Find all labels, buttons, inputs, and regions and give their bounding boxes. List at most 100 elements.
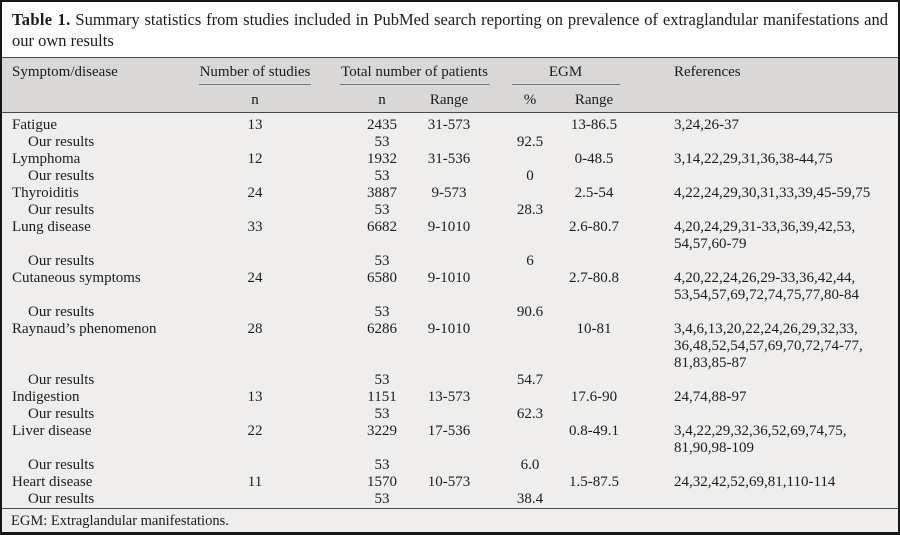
references-cell [642, 457, 898, 474]
patients-n-cell: 6286 [367, 321, 397, 337]
references-cell: 24,32,42,52,69,81,110-114 [674, 474, 836, 490]
column-header-total-patients: Total number of patients [318, 58, 490, 91]
symptom-cell: Our results [28, 134, 95, 150]
egm-pct-cell [489, 389, 562, 406]
symptom-cell: Our results [28, 202, 95, 218]
table-row: Our results 53 0 [2, 168, 898, 185]
references-cell: 3,4,22,29,32,36,52,69,74,75, 81,90,98-10… [674, 423, 847, 456]
patients-n-cell: 53 [374, 253, 390, 269]
table-caption-label: Table 1. [12, 10, 71, 29]
group-underline [199, 84, 311, 85]
patients-n-cell: 53 [374, 457, 390, 473]
symptom-cell: Indigestion [12, 389, 80, 405]
symptom-cell: Thyroiditis [12, 185, 79, 201]
patients-range-cell: 9-573 [431, 185, 467, 201]
patients-n-cell: 53 [374, 491, 390, 507]
studies-n-cell: 33 [247, 219, 263, 235]
table-row: Our results 53 54.7 [2, 372, 898, 389]
patients-range-cell: 17-536 [427, 423, 471, 439]
egm-range-cell [562, 253, 642, 270]
table-caption-text: Summary statistics from studies included… [12, 10, 889, 50]
column-header-number-of-studies: Number of studies [192, 58, 318, 91]
column-header-references: References [674, 64, 741, 80]
patients-range-cell: 9-1010 [427, 219, 471, 235]
table-row: Lymphoma 12 1932 31-536 0-48.5 3,14,22,29,31,… [2, 151, 898, 168]
egm-pct-cell [489, 219, 562, 253]
studies-n-cell: 13 [247, 117, 263, 133]
egm-range-cell: 13-86.5 [570, 117, 618, 133]
patients-n-cell: 53 [374, 168, 390, 184]
patients-range-cell [416, 202, 489, 219]
references-cell [642, 372, 898, 389]
egm-range-cell [562, 457, 642, 474]
studies-n-cell: 11 [247, 474, 263, 490]
patients-n-cell: 6580 [367, 270, 397, 286]
symptom-cell: Lung disease [12, 219, 91, 235]
table-row: Heart disease 11 1570 10-573 1.5-87.5 24,32,4… [2, 474, 898, 491]
table-row: Indigestion 13 1151 13-573 17.6-90 24,74,88-9… [2, 389, 898, 406]
patients-n-cell: 2435 [367, 117, 397, 133]
egm-pct-cell [489, 270, 562, 304]
symptom-cell: Our results [28, 457, 95, 473]
patients-range-cell [416, 457, 489, 474]
studies-n-cell: 22 [247, 423, 263, 439]
references-cell: 3,14,22,29,31,36,38-44,75 [674, 151, 833, 167]
patients-range-cell [416, 253, 489, 270]
egm-pct-cell: 62.3 [516, 406, 544, 422]
subheader-egm-pct: % [523, 92, 537, 108]
patients-range-cell: 31-536 [427, 151, 471, 167]
patients-n-cell: 53 [374, 202, 390, 218]
table-row: Our results 53 6 [2, 253, 898, 270]
egm-pct-cell: 28.3 [516, 202, 544, 218]
references-cell: 4,22,24,29,30,31,33,39,45-59,75 [674, 185, 871, 201]
patients-range-cell: 31-573 [427, 117, 471, 133]
table-row: Our results 53 28.3 [2, 202, 898, 219]
egm-range-cell [562, 372, 642, 389]
total-patients-label: Total number of patients [341, 64, 488, 80]
patients-n-cell: 53 [374, 406, 390, 422]
patients-range-cell [416, 406, 489, 423]
egm-range-cell: 0-48.5 [574, 151, 614, 167]
header-group-row: Symptom/disease Number of studies Total … [2, 58, 898, 91]
table-row: Our results 53 90.6 [2, 304, 898, 321]
patients-range-cell: 9-1010 [427, 321, 471, 337]
subheader-patients-range: Range [429, 92, 469, 108]
egm-pct-cell: 90.6 [516, 304, 544, 320]
table-row: Cutaneous symptoms 24 6580 9-1010 2.7-80.8 4,… [2, 270, 898, 304]
egm-pct-cell [489, 423, 562, 457]
patients-range-cell [416, 168, 489, 185]
patients-n-cell: 1570 [367, 474, 397, 490]
symptom-cell: Our results [28, 304, 95, 320]
patients-range-cell [416, 134, 489, 151]
egm-pct-cell [489, 321, 562, 372]
table-row: Our results 53 6.0 [2, 457, 898, 474]
egm-pct-cell [489, 151, 562, 168]
patients-n-cell: 53 [374, 372, 390, 388]
references-cell [642, 253, 898, 270]
patients-range-cell: 9-1010 [427, 270, 471, 286]
table-caption: Table 1. Summary statistics from studies… [2, 2, 898, 58]
table-row: Lung disease 33 6682 9-1010 2.6-80.7 4,20,24,… [2, 219, 898, 253]
egm-range-cell [562, 304, 642, 321]
egm-label: EGM [548, 64, 583, 80]
studies-n-cell [192, 134, 318, 151]
egm-range-cell: 1.5-87.5 [569, 474, 619, 490]
references-cell: 4,20,22,24,26,29-33,36,42,44, 53,54,57,6… [674, 270, 859, 303]
studies-n-cell: 28 [247, 321, 263, 337]
references-cell: 4,20,24,29,31-33,36,39,42,53, 54,57,60-7… [674, 219, 856, 252]
symptom-cell: Our results [28, 406, 95, 422]
egm-pct-cell [489, 185, 562, 202]
egm-range-cell: 2.7-80.8 [569, 270, 619, 286]
symptom-cell: Our results [28, 491, 95, 507]
studies-n-cell: 24 [247, 185, 263, 201]
egm-range-cell: 0.8-49.1 [569, 423, 619, 439]
egm-range-cell: 2.5-54 [574, 185, 614, 201]
egm-pct-cell: 92.5 [516, 134, 544, 150]
symptom-cell: Our results [28, 372, 95, 388]
symptom-cell: Lymphoma [12, 151, 81, 167]
symptom-cell: Raynaud’s phenomenon [12, 321, 157, 337]
references-cell: 3,24,26-37 [674, 117, 739, 133]
patients-range-cell: 10-573 [427, 474, 471, 490]
table-row: Our results 53 38.4 [2, 491, 898, 508]
